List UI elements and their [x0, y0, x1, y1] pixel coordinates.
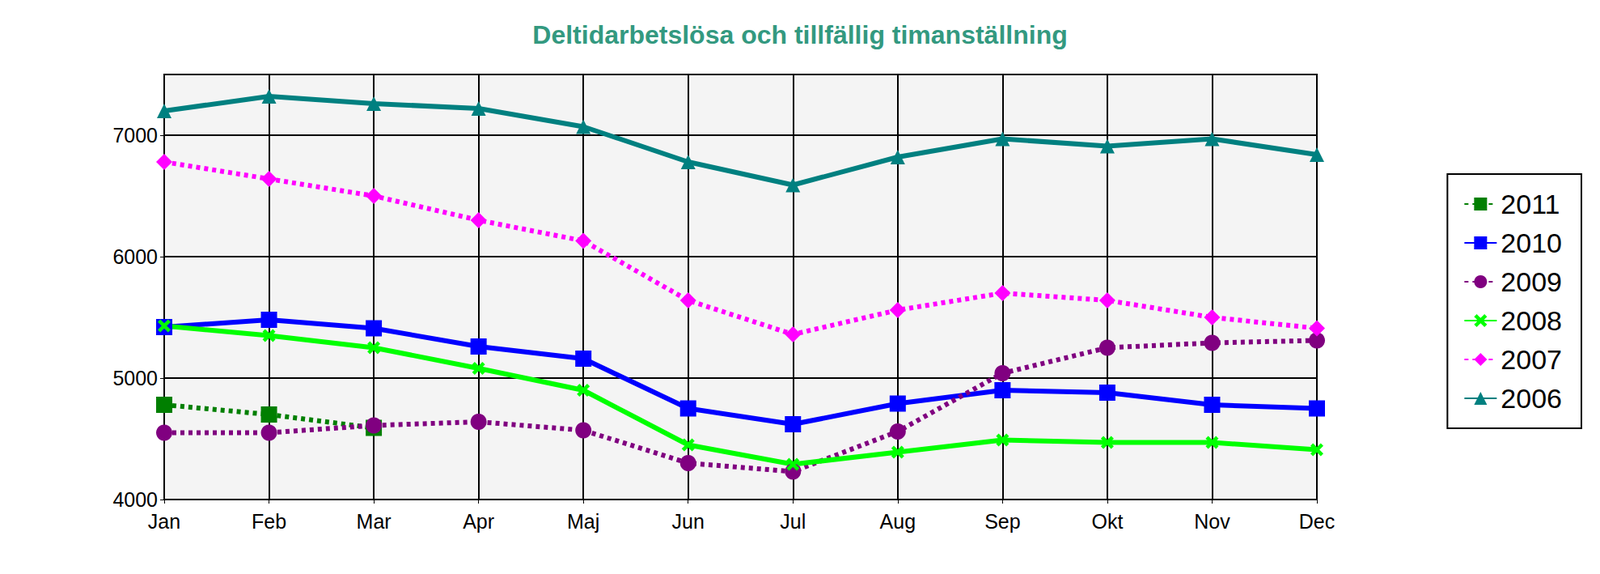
svg-text:2008: 2008 — [1500, 304, 1562, 336]
svg-text:Jul: Jul — [779, 509, 806, 533]
svg-text:Jun: Jun — [672, 509, 705, 533]
svg-text:Deltidarbetslösa och tillfälli: Deltidarbetslösa och tillfällig timanstä… — [532, 20, 1067, 50]
svg-text:Jan: Jan — [148, 509, 181, 533]
svg-text:Apr: Apr — [462, 509, 495, 533]
svg-text:2007: 2007 — [1500, 343, 1562, 375]
svg-text:Sep: Sep — [984, 509, 1021, 533]
svg-text:4000: 4000 — [112, 487, 158, 511]
svg-text:2006: 2006 — [1500, 382, 1562, 414]
svg-text:Dec: Dec — [1299, 509, 1335, 533]
svg-text:Aug: Aug — [880, 509, 916, 533]
svg-text:2011: 2011 — [1500, 188, 1560, 220]
svg-text:6000: 6000 — [112, 245, 158, 268]
svg-text:2010: 2010 — [1500, 227, 1562, 259]
svg-text:2009: 2009 — [1500, 266, 1562, 297]
svg-text:Feb: Feb — [251, 509, 287, 533]
svg-text:Okt: Okt — [1091, 509, 1123, 533]
svg-text:7000: 7000 — [112, 123, 158, 147]
svg-text:Nov: Nov — [1193, 509, 1231, 533]
svg-text:5000: 5000 — [112, 366, 158, 390]
svg-text:Mar: Mar — [356, 509, 392, 533]
svg-text:Maj: Maj — [567, 509, 600, 533]
